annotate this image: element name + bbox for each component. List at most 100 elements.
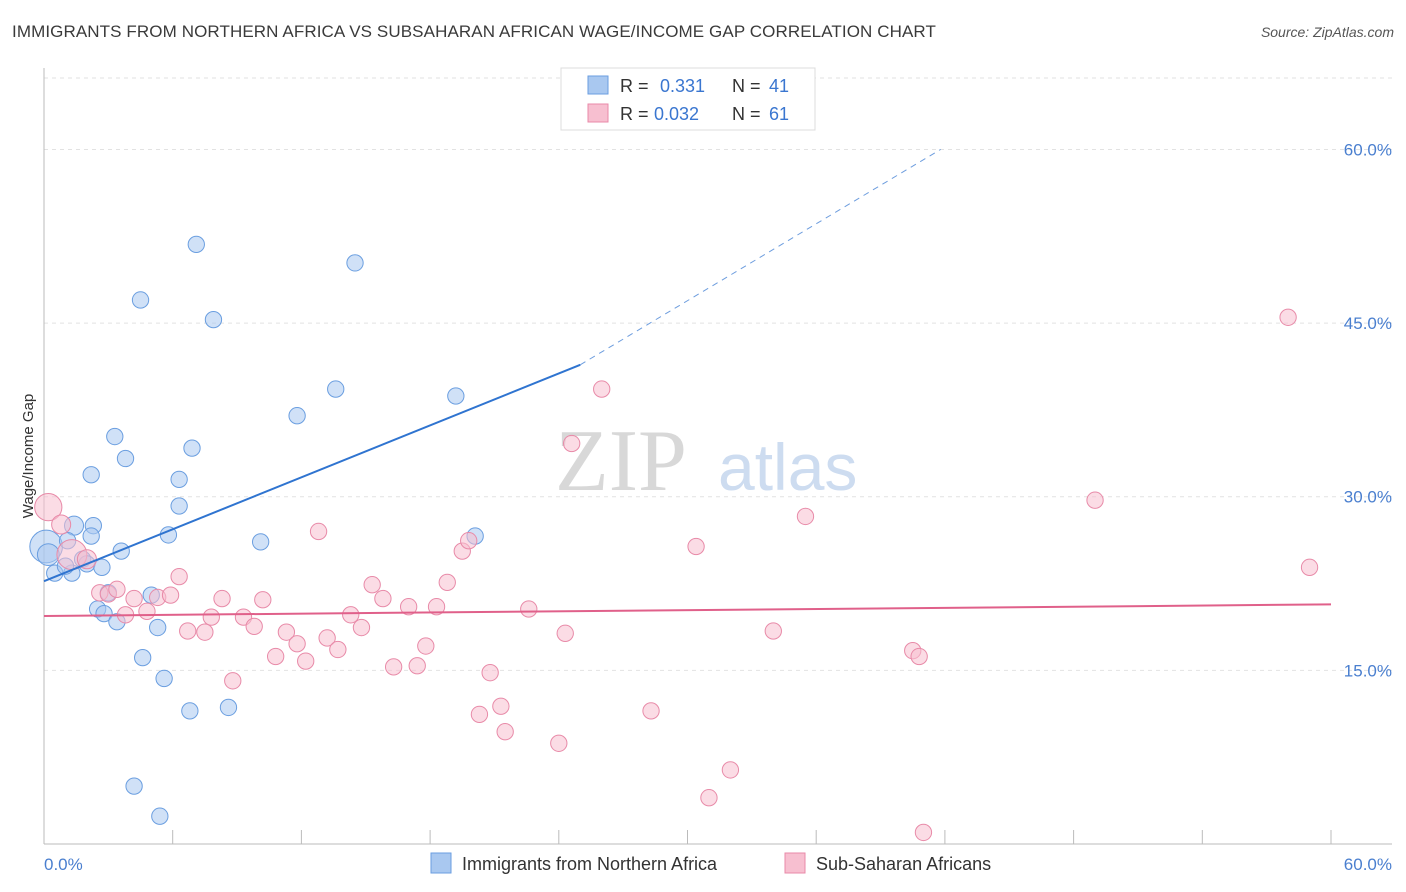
data-point-subsaharan bbox=[384, 658, 403, 676]
data-point-northern-africa bbox=[219, 698, 238, 717]
data-point-subsaharan bbox=[721, 761, 740, 779]
data-point-subsaharan bbox=[408, 657, 426, 675]
data-point-subsaharan bbox=[34, 493, 63, 522]
data-point-subsaharan bbox=[492, 697, 510, 715]
data-point-subsaharan bbox=[297, 652, 315, 670]
data-point-subsaharan bbox=[764, 622, 782, 640]
data-point-subsaharan bbox=[399, 598, 418, 616]
y-tick-label: 30.0% bbox=[1344, 488, 1392, 507]
data-point-northern-africa bbox=[36, 543, 60, 566]
data-point-subsaharan bbox=[352, 618, 371, 637]
trend-lines bbox=[43, 149, 1332, 617]
data-point-northern-africa bbox=[82, 527, 100, 545]
data-point-subsaharan bbox=[318, 629, 336, 647]
data-point-subsaharan bbox=[1300, 558, 1319, 576]
data-point-subsaharan bbox=[267, 647, 285, 666]
data-point-northern-africa bbox=[149, 618, 167, 637]
data-point-northern-africa bbox=[125, 777, 143, 795]
legend-n-value-blue: 41 bbox=[769, 76, 789, 96]
data-point-subsaharan bbox=[687, 537, 705, 556]
y-axis-label: Wage/Income Gap bbox=[20, 394, 37, 519]
data-point-northern-africa bbox=[251, 533, 270, 551]
data-point-northern-africa bbox=[327, 380, 345, 398]
data-point-subsaharan bbox=[108, 580, 126, 598]
data-point-subsaharan bbox=[342, 606, 360, 624]
data-point-northern-africa bbox=[155, 669, 173, 688]
data-point-subsaharan bbox=[481, 664, 499, 682]
data-point-subsaharan bbox=[288, 635, 306, 653]
legend-r-value-blue: 0.331 bbox=[660, 76, 705, 96]
data-point-northern-africa bbox=[131, 291, 150, 309]
data-point-subsaharan bbox=[277, 623, 296, 641]
data-point-northern-africa bbox=[170, 497, 188, 515]
data-point-subsaharan bbox=[593, 380, 611, 398]
data-point-subsaharan bbox=[417, 637, 435, 655]
data-point-subsaharan bbox=[1086, 491, 1104, 509]
data-points bbox=[29, 235, 1319, 842]
legend-swatch-pink bbox=[587, 103, 609, 123]
legend-r-value-pink: 0.032 bbox=[654, 104, 699, 124]
data-point-northern-africa bbox=[95, 604, 113, 623]
data-point-subsaharan bbox=[51, 514, 72, 535]
data-point-subsaharan bbox=[213, 589, 231, 608]
data-point-northern-africa bbox=[93, 558, 111, 576]
data-point-subsaharan bbox=[427, 598, 446, 616]
data-point-subsaharan bbox=[224, 672, 242, 690]
legend-r-label-pink: R = bbox=[620, 104, 649, 124]
y-tick-label: 45.0% bbox=[1344, 314, 1392, 333]
data-point-northern-africa bbox=[183, 439, 201, 457]
y-tick-label: 15.0% bbox=[1344, 661, 1392, 680]
x-tick-label-min: 0.0% bbox=[44, 855, 83, 874]
x-tick-label-max: 60.0% bbox=[1344, 855, 1392, 874]
y-axis-tick-labels: 15.0% 30.0% 45.0% 60.0% bbox=[1344, 140, 1392, 680]
data-point-northern-africa bbox=[181, 702, 199, 720]
grid-lines bbox=[44, 77, 1392, 671]
data-point-northern-africa bbox=[447, 387, 465, 405]
stats-legend: R = 0.331 N = 41 R = 0.032 N = 61 bbox=[560, 67, 816, 131]
data-point-subsaharan bbox=[374, 589, 392, 608]
data-point-northern-africa bbox=[288, 407, 306, 425]
data-point-subsaharan bbox=[438, 573, 456, 592]
data-point-subsaharan bbox=[700, 789, 718, 807]
data-point-subsaharan bbox=[125, 589, 143, 608]
data-point-subsaharan bbox=[550, 734, 568, 752]
data-point-northern-africa bbox=[82, 466, 100, 484]
series-legend-swatch-blue bbox=[430, 852, 452, 874]
trend-line-northern-africa bbox=[43, 363, 581, 583]
data-point-subsaharan bbox=[910, 647, 928, 666]
data-point-subsaharan bbox=[796, 507, 815, 526]
data-point-subsaharan bbox=[460, 532, 478, 550]
data-point-northern-africa bbox=[170, 470, 188, 489]
trend-line-subsaharan bbox=[43, 603, 1332, 617]
data-point-subsaharan bbox=[496, 723, 514, 741]
data-point-northern-africa bbox=[134, 648, 152, 667]
legend-n-value-pink: 61 bbox=[769, 104, 789, 124]
legend-r-label-blue: R = bbox=[620, 76, 649, 96]
axes bbox=[43, 68, 1392, 845]
data-point-subsaharan bbox=[254, 591, 272, 609]
data-point-subsaharan bbox=[196, 623, 214, 641]
x-axis-ticks bbox=[172, 830, 1332, 844]
y-tick-label: 60.0% bbox=[1344, 140, 1392, 159]
data-point-northern-africa bbox=[116, 449, 135, 468]
data-point-northern-africa bbox=[106, 427, 124, 446]
data-point-subsaharan bbox=[470, 705, 489, 724]
watermark-atlas: atlas bbox=[718, 430, 857, 504]
watermark: ZIP atlas bbox=[555, 413, 857, 510]
data-point-subsaharan bbox=[202, 608, 220, 626]
data-point-subsaharan bbox=[520, 600, 538, 618]
trend-line-northern-africa-extension bbox=[579, 149, 941, 366]
data-point-subsaharan bbox=[138, 602, 156, 620]
data-point-subsaharan bbox=[329, 640, 347, 659]
series-legend: Immigrants from Northern Africa Sub-Saha… bbox=[430, 852, 991, 874]
data-point-subsaharan bbox=[161, 586, 180, 604]
source-credit: Source: ZipAtlas.com bbox=[1260, 24, 1394, 40]
watermark-zip: ZIP bbox=[555, 413, 687, 510]
series-legend-label-blue: Immigrants from Northern Africa bbox=[462, 854, 718, 874]
data-point-subsaharan bbox=[363, 576, 381, 594]
legend-n-label-blue: N = bbox=[732, 76, 761, 96]
series-legend-swatch-pink bbox=[784, 852, 806, 874]
data-point-subsaharan bbox=[642, 702, 660, 720]
data-point-subsaharan bbox=[179, 622, 197, 640]
data-point-subsaharan bbox=[563, 434, 581, 453]
